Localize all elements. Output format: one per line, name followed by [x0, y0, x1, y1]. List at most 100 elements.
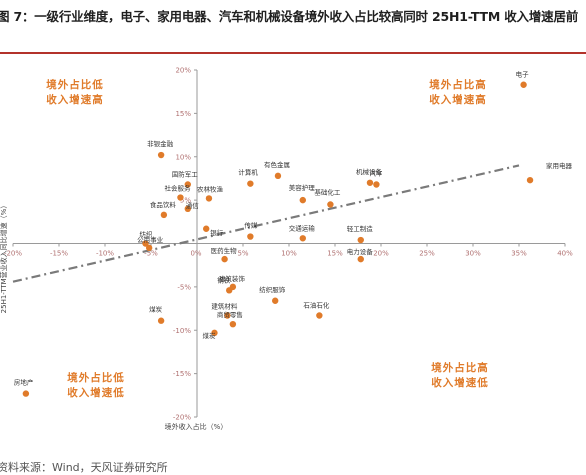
- data-point: [272, 297, 279, 304]
- point-label: 机械设备: [356, 167, 383, 176]
- x-tick-label: -20%: [4, 250, 22, 258]
- point-label: 纺织服饰: [259, 285, 286, 294]
- point-label: 纺织: [139, 230, 153, 239]
- x-tick-label: 40%: [557, 250, 573, 258]
- point-label: 食品饮料: [150, 200, 177, 209]
- y-tick-label: 20%: [175, 67, 191, 75]
- x-tick-label: 5%: [237, 250, 248, 258]
- quadrant-label: 收入增速低: [67, 386, 125, 399]
- data-point: [145, 244, 153, 252]
- data-point: [299, 235, 306, 242]
- point-label: 煤炭: [202, 331, 216, 340]
- y-tick-label: 10%: [175, 153, 191, 161]
- data-point: [160, 211, 168, 219]
- point-label: 汽车: [369, 169, 383, 178]
- point-label: 计算机: [238, 168, 258, 177]
- y-tick-label: -5%: [177, 283, 191, 291]
- quadrant-label: 收入增速高: [429, 93, 487, 106]
- data-point: [205, 195, 213, 202]
- x-axis-title: 境外收入占比（%）: [165, 422, 228, 431]
- y-tick-label: 15%: [175, 110, 191, 118]
- point-label: 建筑装饰: [219, 274, 246, 283]
- chart-axes: -20% -15% -10% -5% 5% 10% 15% 20% 25% 30% 35% 40% -2…: [4, 67, 573, 422]
- data-point: [229, 320, 237, 328]
- point-label: 美容护理: [289, 183, 316, 192]
- data-point: [327, 201, 334, 208]
- quadrant-label: 境外占比高: [429, 78, 487, 91]
- x-tick-label: 25%: [419, 250, 435, 258]
- y-tick-label: -10%: [173, 327, 191, 335]
- point-label: 房地产: [14, 378, 34, 387]
- point-label: 有色金属: [264, 160, 290, 169]
- point-label: 通信: [186, 201, 200, 210]
- data-point: [373, 181, 380, 188]
- x-tick-label: 20%: [373, 250, 389, 258]
- x-tick-label: 15%: [327, 250, 343, 258]
- data-point: [184, 181, 191, 188]
- source-note: 资料来源：Wind，天风证券研究所: [0, 461, 168, 474]
- point-label: 钢铁: [217, 275, 231, 284]
- point-label: 公用事业: [137, 235, 164, 244]
- point-label: 传媒: [244, 221, 257, 230]
- point-label: 银行: [210, 228, 224, 237]
- data-point: [316, 312, 323, 319]
- data-point: [157, 317, 165, 324]
- quadrant-label: 收入增速高: [46, 93, 104, 106]
- point-label: 电子: [516, 70, 530, 79]
- data-point: [247, 180, 254, 187]
- point-label: 家用电器: [546, 161, 573, 170]
- quadrant-label: 境外占比高: [431, 361, 489, 374]
- data-point: [157, 151, 165, 159]
- x-tick-label: -15%: [50, 250, 68, 258]
- figure-title: 图 7：一级行业维度，电子、家用电器、汽车和机械设备境外收入占比较高同时 25H…: [0, 9, 579, 24]
- data-point: [221, 255, 228, 263]
- data-point: [520, 81, 527, 88]
- data-point: [526, 176, 534, 184]
- x-tick-label: -10%: [96, 250, 114, 258]
- y-tick-label: -20%: [173, 414, 191, 422]
- y-axis-title: 25H1-TTM营业收入同比增速（%）: [0, 202, 8, 314]
- x-tick-label: 30%: [465, 250, 481, 258]
- data-point: [22, 390, 30, 397]
- data-point: [224, 312, 231, 319]
- y-axis-title-group: 25H1-TTM营业收入同比增速（%）: [0, 202, 8, 314]
- data-point: [299, 196, 306, 204]
- data-point: [366, 179, 374, 186]
- origin-tick-label: 0%: [190, 250, 201, 258]
- data-point: [274, 172, 282, 180]
- data-point: [177, 194, 184, 201]
- y-tick-label: 5%: [180, 197, 191, 205]
- data-point: [357, 255, 364, 263]
- data-point: [211, 329, 218, 337]
- x-tick-label: 35%: [511, 250, 527, 258]
- point-label: 非银金融: [147, 139, 174, 148]
- data-point: [184, 205, 191, 212]
- data-point: [203, 225, 210, 232]
- point-label: 社会服务: [164, 184, 191, 193]
- point-label: 商贸零售: [217, 310, 243, 319]
- data-point: [226, 287, 233, 294]
- point-label: 基础化工: [314, 187, 341, 196]
- quadrant-label: 境外占比低: [46, 78, 104, 91]
- point-label: 建筑材料: [211, 302, 238, 311]
- x-tick-label: 10%: [281, 250, 297, 258]
- point-label: 轻工制造: [347, 224, 374, 233]
- data-point: [247, 233, 254, 240]
- x-tick-label: -5%: [144, 250, 158, 258]
- data-point: [357, 236, 364, 244]
- y-tick-label: -15%: [173, 370, 191, 378]
- scatter-chart: 境外占比低收入增速高境外占比高收入增速高境外占比低收入增速低境外占比高收入增速低…: [0, 67, 573, 432]
- quadrant-label: 收入增速低: [431, 376, 489, 389]
- point-label: 煤炭: [149, 305, 163, 314]
- point-label: 农林牧渔: [197, 184, 224, 193]
- title-rule: [0, 52, 586, 54]
- point-label: 医药生物: [211, 246, 238, 255]
- quadrant-label: 境外占比低: [67, 371, 125, 384]
- data-point: [142, 240, 149, 247]
- trend-line: [12, 164, 520, 283]
- point-label: 石油石化: [303, 301, 330, 310]
- point-label: 电力设备: [347, 247, 374, 256]
- point-label: 交通运输: [289, 223, 316, 232]
